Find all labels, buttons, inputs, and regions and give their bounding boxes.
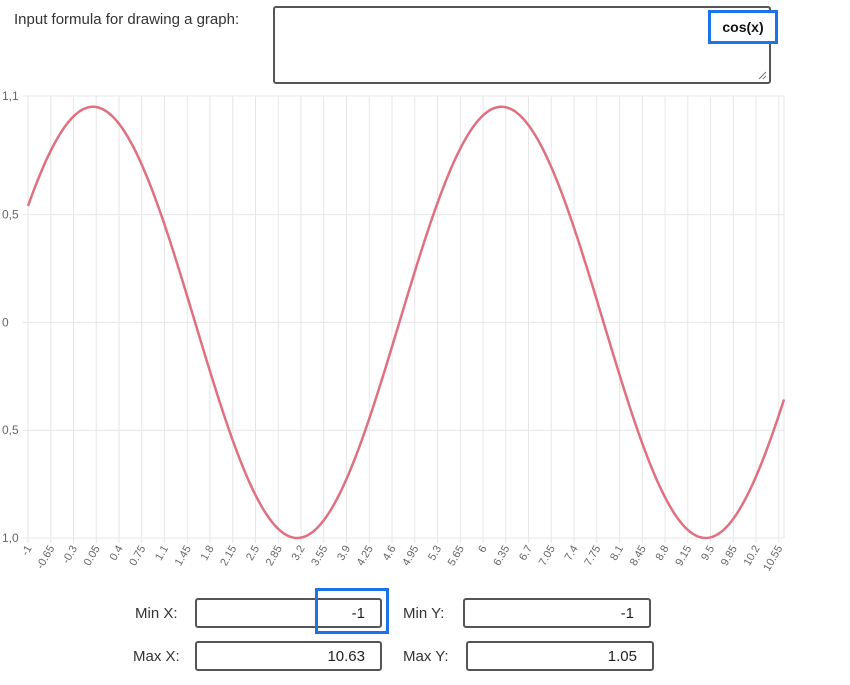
x-tick-label: 8.1 (608, 544, 626, 563)
resize-grip-icon[interactable] (757, 70, 767, 80)
x-tick-label: 3.9 (335, 544, 353, 563)
formula-input[interactable] (275, 8, 769, 82)
formula-input-box[interactable]: cos(x) (273, 6, 778, 84)
min-y-label: Min Y: (403, 605, 445, 622)
x-tick-label: 7.4 (563, 544, 581, 563)
x-tick-label: 1.45 (173, 544, 194, 569)
x-tick-label: 4.25 (355, 544, 376, 569)
max-y-label: Max Y: (403, 648, 449, 665)
series-line-cos (26, 105, 786, 540)
x-tick-label: 6.7 (517, 544, 535, 563)
x-tick-label: 9.5 (699, 544, 717, 563)
min-y-input[interactable] (463, 598, 651, 628)
x-tick-label: 1.8 (199, 544, 217, 563)
x-tick-label: 8.8 (654, 544, 672, 563)
x-tick-label: 6 (476, 544, 489, 555)
x-tick-label: 2.5 (244, 544, 262, 563)
max-x-input[interactable] (195, 641, 382, 671)
x-tick-label: 0.75 (127, 544, 148, 569)
formula-value[interactable]: cos(x) (708, 10, 778, 44)
max-y-input[interactable] (466, 641, 654, 671)
x-tick-label: 1.1 (153, 544, 171, 563)
x-tick-label: -0.3 (60, 544, 80, 566)
min-x-input[interactable] (195, 598, 382, 628)
x-tick-label: 3.55 (309, 544, 330, 569)
x-tick-label: 7.05 (537, 544, 558, 569)
y-tick-label: 1,1 (2, 89, 19, 103)
x-tick-label: 8.45 (628, 544, 649, 569)
max-x-label: Max X: (133, 648, 180, 665)
x-tick-label: 6.35 (491, 544, 512, 569)
y-tick-label: 1,0 (2, 531, 19, 545)
x-tick-label: 10.55 (761, 544, 785, 574)
y-tick-label: 0 (2, 315, 9, 329)
x-tick-label: 3.2 (290, 544, 308, 563)
graph-chart: 1,10,500,51,0-1 -0.65 -0.3 0.05 0.4 0.75 1.1 1.… (2, 89, 786, 574)
x-tick-label: 7.75 (582, 544, 603, 569)
formula-label: Input formula for drawing a graph: (14, 11, 240, 28)
min-x-label: Min X: (135, 605, 178, 622)
x-tick-label: 5.3 (426, 544, 444, 563)
x-tick-label: -0.65 (34, 544, 57, 572)
x-tick-label: -1 (19, 544, 34, 558)
x-tick-label: 2.85 (264, 544, 285, 569)
x-tick-label: 9.85 (719, 544, 740, 569)
x-tick-label: 10.2 (742, 544, 763, 569)
x-tick-label: 4.6 (381, 544, 399, 563)
x-tick-label: 0.05 (82, 544, 103, 569)
x-tick-label: 0.4 (108, 544, 126, 563)
x-tick-label: 9.15 (673, 544, 694, 569)
x-tick-label: 2.15 (218, 544, 239, 569)
y-tick-label: 0,5 (2, 208, 19, 222)
x-tick-label: 5.65 (446, 544, 467, 569)
y-tick-label: 0,5 (2, 423, 19, 437)
x-tick-label: 4.95 (400, 544, 421, 569)
